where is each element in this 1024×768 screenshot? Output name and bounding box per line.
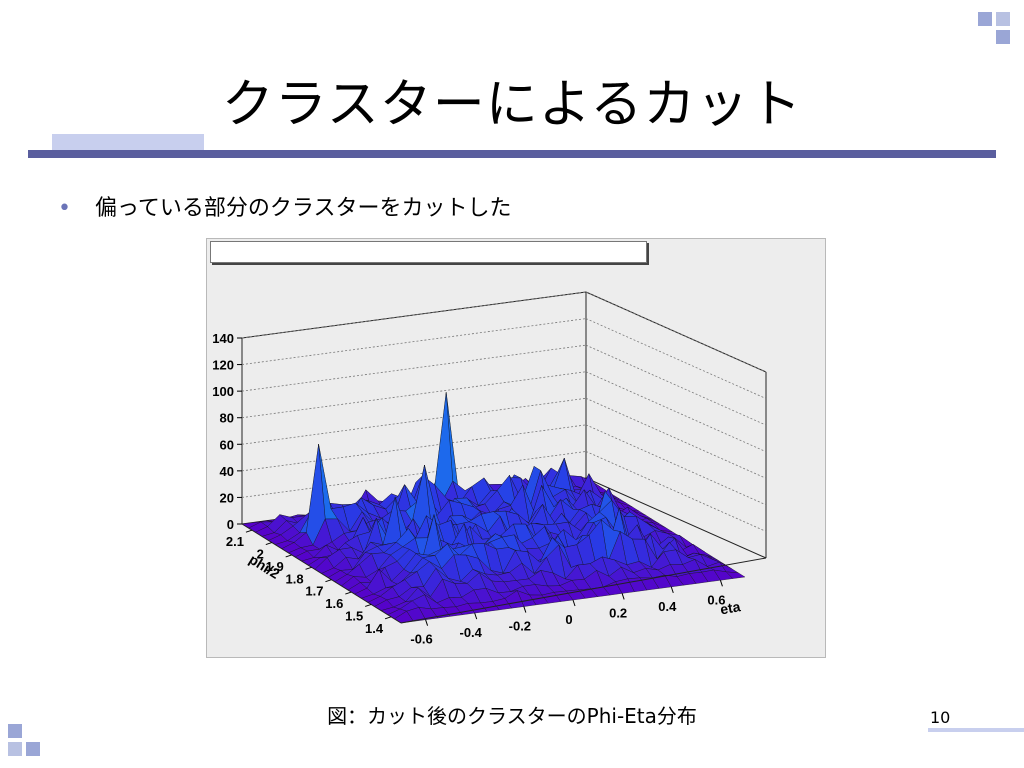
z-tick-label: 40 [220,464,234,479]
corner-square-tr2 [996,12,1010,26]
x-axis-tick [719,580,723,587]
gridline-right-wall [585,424,767,506]
gridline-back-wall [241,371,587,419]
x-tick-label: 0.6 [707,592,725,607]
y-tick-label: 1.5 [345,608,363,623]
footer-bar [928,728,1024,732]
y-axis-tick [285,554,292,558]
z-tick-label: 80 [220,411,234,426]
corner-square-bl1 [8,724,22,738]
stats-box [210,241,647,263]
gridline-right-wall [585,397,767,479]
y-axis-tick [365,603,372,607]
gridline-back-wall [241,424,587,472]
figure-caption: 図：カット後のクラスターのPhi-Eta分布 [327,704,697,728]
x-tick-label: -0.4 [460,625,483,640]
y-axis-tick [325,579,332,583]
surface-chart: 0 20 40 60 80 100 120 140 -0.6 -0.4 -0.2 0 0.2 0.4 0.6… [212,291,767,647]
corner-square-tr1 [978,12,992,26]
gridline-right-wall [585,451,767,532]
x-axis-title: eta [719,598,742,617]
gridline-back-wall [241,318,587,365]
gridline-right-wall [585,344,767,426]
bullet-text: 偏っている部分のクラスターをカットした [94,196,512,221]
y-tick-label: 2.1 [226,534,244,549]
corner-square-bl2 [8,742,22,756]
gridline-back-wall [241,451,587,498]
y-axis-tick [265,542,272,546]
title-rule-tab [52,134,204,150]
x-tick-label: 0.2 [609,605,627,620]
z-tick-label: 100 [212,384,234,399]
bullet-item: • 偏っている部分のクラスターをカットした [58,190,511,222]
y-tick-label: 1.9 [266,559,284,574]
y-axis-tick [345,591,352,595]
y-axis-tick [245,529,253,533]
gridline-right-wall [585,318,767,399]
gridline-back-wall [241,291,587,339]
z-tick-label: 120 [212,358,234,373]
corner-square-tr3 [996,30,1010,44]
x-axis-tick [670,586,674,594]
y-axis-title: phi/2 [246,551,282,582]
base-right-edge [585,477,767,559]
x-tick-label: 0 [565,612,572,627]
bullet-dot-icon: • [58,196,71,221]
x-axis-tick [523,606,527,613]
y-tick-label: 1.8 [285,571,303,586]
slide-title: クラスターによるカット [221,75,803,135]
y-tick-label: 1.6 [325,596,343,611]
x-tick-label: -0.2 [509,619,531,634]
gridline-right-wall [585,371,767,453]
x-axis-tick [621,593,625,600]
z-tick-label: 60 [220,437,234,452]
title-rule [28,150,996,158]
y-tick-label: 1.7 [305,584,323,599]
z-tick-label: 140 [212,331,234,346]
base-front-edge [400,557,767,624]
base-left-edge [241,523,402,624]
page-number: 10 [930,708,951,727]
gridline-right-wall [585,291,767,373]
corner-square-bl3 [26,742,40,756]
z-tick-label: 0 [227,517,234,532]
y-axis-tick [305,566,312,570]
z-tick-label: 20 [220,490,234,505]
x-axis-tick [572,599,576,607]
gridline-back-wall [241,397,587,445]
x-axis-tick [474,612,478,620]
x-tick-label: -0.6 [410,632,432,647]
y-tick-label: 1.4 [365,621,384,636]
x-axis-tick [425,619,429,626]
x-tick-label: 0.4 [658,599,677,614]
gridline-back-wall [241,344,587,392]
y-axis-tick [384,616,392,620]
y-tick-label: 2 [257,547,264,562]
